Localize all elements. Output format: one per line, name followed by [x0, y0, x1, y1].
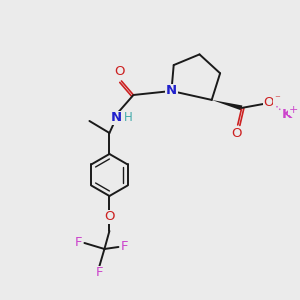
Text: F: F [75, 236, 82, 250]
Text: F: F [121, 241, 128, 254]
Text: N: N [166, 85, 177, 98]
Text: N: N [111, 112, 122, 124]
Text: O: O [232, 128, 242, 140]
Text: O: O [104, 211, 115, 224]
Text: H: H [124, 112, 133, 124]
Text: F: F [96, 266, 103, 280]
Text: O: O [263, 96, 274, 110]
Text: O: O [114, 65, 125, 79]
Polygon shape [212, 100, 242, 110]
Text: ⁻: ⁻ [274, 94, 280, 104]
Text: K: K [282, 108, 292, 122]
Text: +: + [289, 105, 298, 115]
